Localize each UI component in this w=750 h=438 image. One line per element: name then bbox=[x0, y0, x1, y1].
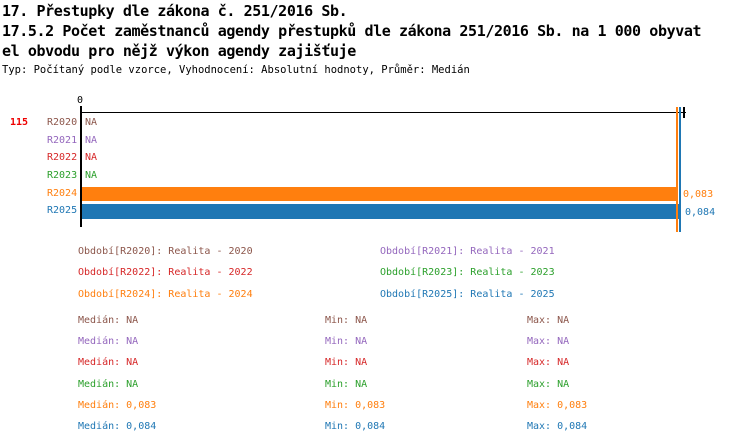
stat-max-r2022: Max: NA bbox=[527, 357, 570, 368]
stat-min-r2023: Min: NA bbox=[325, 379, 368, 390]
stat-max-r2025: Max: 0,084 bbox=[527, 421, 588, 432]
stat-median-r2022: Medián: NA bbox=[78, 357, 139, 368]
legend-item-r2023: Období[R2023]: Realita - 2023 bbox=[380, 267, 555, 278]
legend-item-r2025: Období[R2025]: Realita - 2025 bbox=[380, 289, 555, 300]
y-axis-line bbox=[80, 106, 82, 227]
chart-title-line1: 17.5.2 Počet zaměstnanců agendy přestupk… bbox=[2, 22, 702, 40]
bar-r2025 bbox=[82, 204, 680, 219]
stat-min-r2020: Min: NA bbox=[325, 315, 368, 326]
value-label-r2025: 0,084 bbox=[685, 207, 716, 218]
legend-item-r2024: Období[R2024]: Realita - 2024 bbox=[78, 289, 253, 300]
stat-min-r2025: Min: 0,084 bbox=[325, 421, 386, 432]
stat-max-r2023: Max: NA bbox=[527, 379, 570, 390]
legend-item-r2021: Období[R2021]: Realita - 2021 bbox=[380, 246, 555, 257]
chart-meta-line: Typ: Počítaný podle vzorce, Vyhodnocení:… bbox=[2, 64, 470, 76]
stat-min-r2021: Min: NA bbox=[325, 336, 368, 347]
stat-max-r2021: Max: NA bbox=[527, 336, 570, 347]
stat-min-r2024: Min: 0,083 bbox=[325, 400, 386, 411]
stat-max-r2020: Max: NA bbox=[527, 315, 570, 326]
stat-min-r2022: Min: NA bbox=[325, 357, 368, 368]
stat-median-r2025: Medián: 0,084 bbox=[78, 421, 157, 432]
row-label-r2023: R2023 bbox=[47, 170, 78, 181]
bar-r2024 bbox=[82, 187, 677, 201]
row-id-label: 115 bbox=[10, 117, 29, 128]
stat-median-r2024: Medián: 0,083 bbox=[78, 400, 157, 411]
row-label-r2022: R2022 bbox=[47, 152, 78, 163]
value-label-r2024: 0,083 bbox=[683, 189, 714, 200]
x-axis-end-tick bbox=[683, 107, 685, 118]
row-label-r2025: R2025 bbox=[47, 205, 78, 216]
value-label-r2021: NA bbox=[85, 135, 98, 146]
x-axis-line bbox=[80, 112, 686, 113]
stat-median-r2020: Medián: NA bbox=[78, 315, 139, 326]
stat-max-r2024: Max: 0,083 bbox=[527, 400, 588, 411]
legend-item-r2022: Období[R2022]: Realita - 2022 bbox=[78, 267, 253, 278]
page-title: 17. Přestupky dle zákona č. 251/2016 Sb. bbox=[2, 2, 348, 20]
stat-median-r2021: Medián: NA bbox=[78, 336, 139, 347]
value-label-r2020: NA bbox=[85, 117, 98, 128]
value-label-r2023: NA bbox=[85, 170, 98, 181]
row-label-r2024: R2024 bbox=[47, 188, 78, 199]
stat-median-r2023: Medián: NA bbox=[78, 379, 139, 390]
legend-item-r2020: Období[R2020]: Realita - 2020 bbox=[78, 246, 253, 257]
chart-title-line2: el obvodu pro nějž výkon agendy zajišťuj… bbox=[2, 42, 356, 60]
median-line-r2024 bbox=[676, 107, 678, 232]
row-label-r2021: R2021 bbox=[47, 135, 78, 146]
median-line-r2025 bbox=[679, 107, 681, 232]
x-axis-tick-zero: 0 bbox=[77, 95, 84, 106]
value-label-r2022: NA bbox=[85, 152, 98, 163]
row-label-r2020: R2020 bbox=[47, 117, 78, 128]
